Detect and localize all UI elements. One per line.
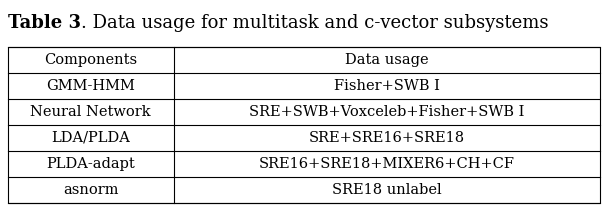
Text: SRE18 unlabel: SRE18 unlabel <box>332 183 442 197</box>
Text: LDA/PLDA: LDA/PLDA <box>51 131 130 145</box>
Text: GMM-HMM: GMM-HMM <box>46 79 135 93</box>
Text: SRE+SRE16+SRE18: SRE+SRE16+SRE18 <box>309 131 465 145</box>
Text: SRE16+SRE18+MIXER6+CH+CF: SRE16+SRE18+MIXER6+CH+CF <box>259 157 515 171</box>
Text: Table 3: Table 3 <box>8 14 81 32</box>
Text: Components: Components <box>44 53 137 67</box>
Text: . Data usage for multitask and c-vector subsystems: . Data usage for multitask and c-vector … <box>81 14 548 32</box>
Text: Neural Network: Neural Network <box>30 105 151 119</box>
Text: SRE+SWB+Voxceleb+Fisher+SWB I: SRE+SWB+Voxceleb+Fisher+SWB I <box>249 105 525 119</box>
Text: PLDA-adapt: PLDA-adapt <box>46 157 135 171</box>
Text: Data usage: Data usage <box>345 53 429 67</box>
Text: Fisher+SWB I: Fisher+SWB I <box>334 79 440 93</box>
Text: asnorm: asnorm <box>63 183 119 197</box>
